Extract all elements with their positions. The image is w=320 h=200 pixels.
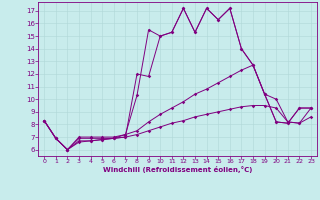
X-axis label: Windchill (Refroidissement éolien,°C): Windchill (Refroidissement éolien,°C) <box>103 166 252 173</box>
